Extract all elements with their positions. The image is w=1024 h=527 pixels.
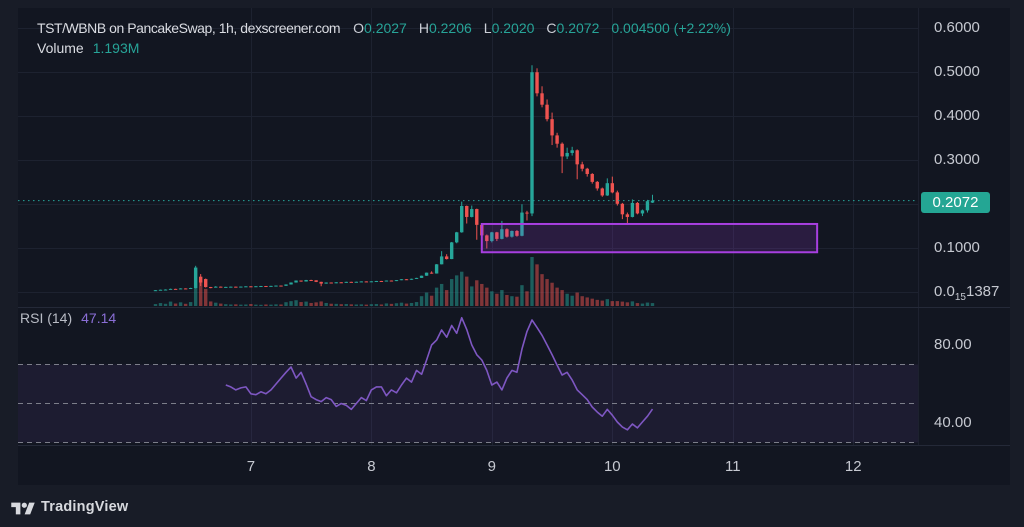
volume-label: Volume	[37, 40, 84, 56]
legend-open: O0.2027	[353, 20, 407, 36]
volume-series	[153, 257, 655, 306]
rsi-pane	[18, 364, 918, 443]
time-tick-label: 7	[246, 458, 256, 475]
price-tick-label: 0.6000	[934, 19, 980, 37]
legend-row-volume: Volume 1.193M	[37, 40, 743, 57]
price-tick-label: 0.4000	[934, 107, 980, 125]
price-tick-label: 0.5000	[934, 63, 980, 81]
price-tick-label: 0.1000	[934, 238, 980, 256]
legend-change: 0.004500 (+2.22%)	[611, 20, 731, 36]
grid	[18, 8, 918, 445]
time-tick-label: 12	[844, 458, 862, 475]
rsi-label: RSI (14)	[20, 310, 73, 326]
tradingview-logo[interactable]: TradingView	[11, 499, 128, 515]
price-tick-label: 0.3000	[934, 150, 980, 168]
last-price-badge: 0.2072	[921, 192, 990, 213]
time-tick-label: 9	[487, 458, 496, 475]
rsi-value: 47.14	[81, 310, 117, 326]
legend-row-ohlc: TST/WBNB on PancakeSwap, 1h, dexscreener…	[37, 20, 743, 37]
rectangle-drawing[interactable]	[480, 222, 819, 254]
chart-background	[18, 8, 1010, 485]
symbol-title: TST/WBNB on PancakeSwap, 1h, dexscreener…	[37, 20, 341, 36]
pane-separators	[18, 8, 1010, 446]
volume-value: 1.193M	[92, 40, 140, 56]
rsi-tick-label: 80.00	[934, 336, 972, 353]
rsi-legend: RSI (14) 47.14	[20, 310, 116, 326]
time-tick-label: 10	[603, 458, 621, 475]
legend-low: L0.2020	[483, 20, 535, 36]
tradingview-logo-text: TradingView	[41, 499, 129, 515]
rsi-line	[225, 316, 654, 431]
symbol-legend: TST/WBNB on PancakeSwap, 1h, dexscreener…	[37, 20, 743, 57]
tradingview-logo-icon	[11, 502, 35, 514]
price-tick-label: 0.0151387	[934, 282, 1000, 303]
rsi-tick-label: 40.00	[934, 414, 972, 431]
time-tick-label: 8	[367, 458, 376, 475]
legend-high: H0.2206	[418, 20, 472, 36]
legend-close: C0.2072	[546, 20, 600, 36]
time-tick-label: 11	[725, 458, 741, 475]
